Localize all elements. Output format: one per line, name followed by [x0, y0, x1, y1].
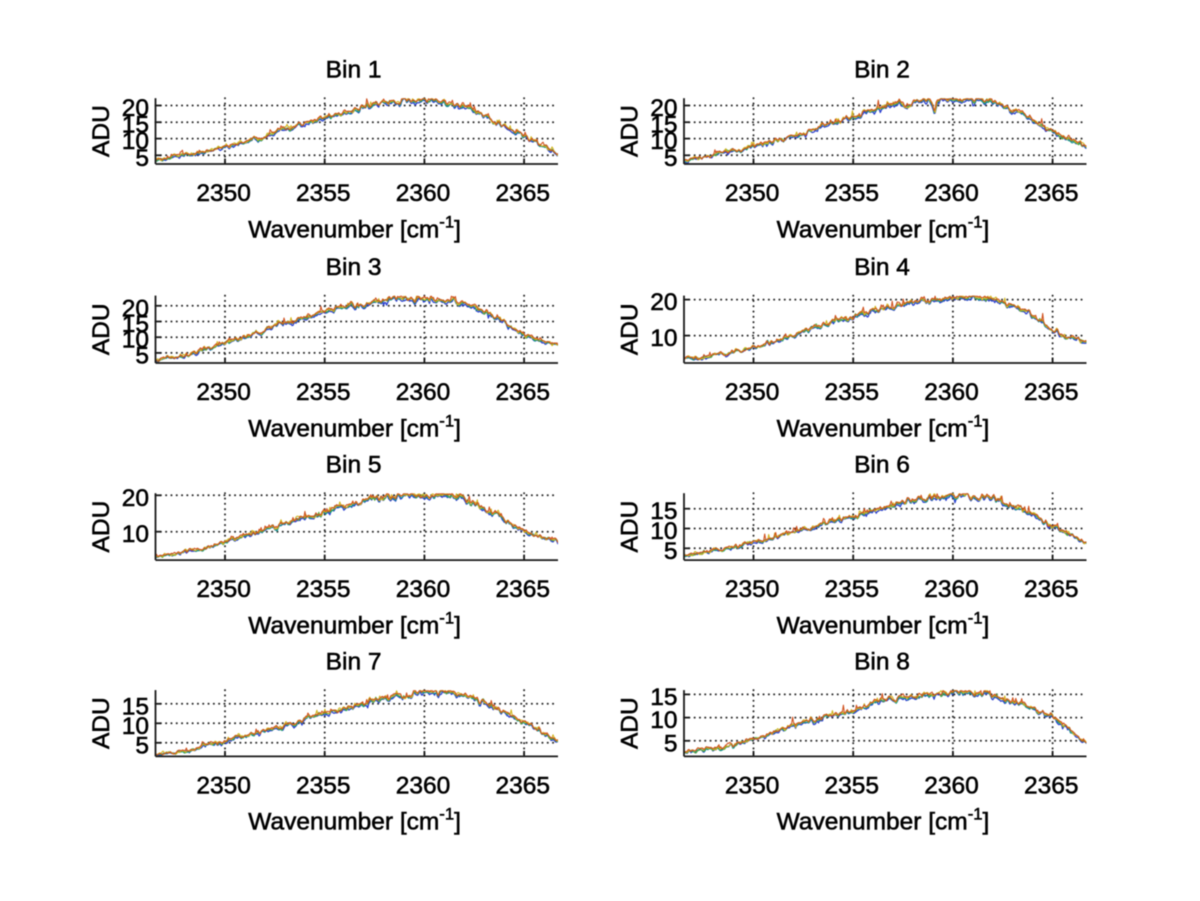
svg-text:15: 15: [650, 498, 677, 525]
svg-text:15: 15: [122, 311, 149, 338]
svg-text:10: 10: [650, 325, 677, 352]
svg-text:Wavenumber [cm-1]: Wavenumber [cm-1]: [777, 805, 990, 836]
svg-text:ADU: ADU: [88, 303, 115, 355]
svg-text:2360: 2360: [396, 772, 451, 799]
svg-text:2360: 2360: [396, 576, 451, 603]
svg-text:Wavenumber [cm-1]: Wavenumber [cm-1]: [248, 411, 461, 442]
svg-text:20: 20: [122, 485, 149, 512]
svg-text:2350: 2350: [725, 379, 780, 406]
svg-text:ADU: ADU: [617, 303, 644, 355]
svg-text:2365: 2365: [495, 772, 550, 799]
svg-text:Bin 5: Bin 5: [326, 452, 382, 479]
svg-text:10: 10: [650, 128, 677, 155]
svg-text:Bin 2: Bin 2: [854, 57, 910, 84]
svg-text:5: 5: [664, 145, 678, 172]
svg-text:Bin 6: Bin 6: [854, 452, 910, 479]
svg-text:20: 20: [650, 95, 677, 122]
svg-text:2365: 2365: [1024, 772, 1079, 799]
svg-text:2350: 2350: [725, 180, 780, 207]
svg-text:ADU: ADU: [88, 105, 115, 157]
svg-text:2350: 2350: [725, 576, 780, 603]
svg-text:2355: 2355: [296, 576, 351, 603]
svg-text:Wavenumber [cm-1]: Wavenumber [cm-1]: [248, 805, 461, 836]
svg-text:2355: 2355: [825, 379, 880, 406]
svg-text:2360: 2360: [396, 379, 451, 406]
svg-text:5: 5: [664, 538, 678, 565]
svg-text:10: 10: [650, 518, 677, 545]
svg-text:2360: 2360: [924, 772, 979, 799]
svg-text:Bin 3: Bin 3: [326, 254, 382, 281]
svg-text:2355: 2355: [296, 772, 351, 799]
svg-text:5: 5: [664, 730, 678, 757]
svg-text:15: 15: [122, 112, 149, 139]
svg-text:2360: 2360: [396, 180, 451, 207]
svg-text:ADU: ADU: [617, 105, 644, 157]
svg-text:2360: 2360: [924, 180, 979, 207]
svg-text:ADU: ADU: [617, 501, 644, 553]
svg-text:Wavenumber [cm-1]: Wavenumber [cm-1]: [248, 212, 461, 243]
svg-text:15: 15: [122, 693, 149, 720]
svg-text:2365: 2365: [1024, 379, 1079, 406]
svg-text:2365: 2365: [1024, 576, 1079, 603]
svg-text:5: 5: [135, 145, 149, 172]
svg-text:Wavenumber [cm-1]: Wavenumber [cm-1]: [777, 411, 990, 442]
svg-text:Bin 1: Bin 1: [326, 57, 382, 84]
svg-text:Wavenumber [cm-1]: Wavenumber [cm-1]: [777, 212, 990, 243]
svg-text:2365: 2365: [495, 576, 550, 603]
svg-text:Bin 8: Bin 8: [854, 649, 910, 676]
svg-text:Bin 4: Bin 4: [854, 254, 910, 281]
svg-text:2350: 2350: [196, 379, 251, 406]
svg-text:10: 10: [122, 521, 149, 548]
svg-text:Wavenumber [cm-1]: Wavenumber [cm-1]: [248, 608, 461, 639]
svg-text:5: 5: [135, 342, 149, 369]
svg-text:5: 5: [135, 732, 149, 759]
svg-text:2350: 2350: [196, 180, 251, 207]
svg-text:ADU: ADU: [617, 697, 644, 749]
svg-text:10: 10: [122, 327, 149, 354]
svg-text:10: 10: [122, 713, 149, 740]
svg-text:2350: 2350: [196, 576, 251, 603]
svg-text:Wavenumber [cm-1]: Wavenumber [cm-1]: [777, 608, 990, 639]
svg-text:2355: 2355: [825, 576, 880, 603]
svg-text:2350: 2350: [725, 772, 780, 799]
svg-text:15: 15: [650, 684, 677, 711]
svg-text:2355: 2355: [825, 180, 880, 207]
svg-text:Bin 7: Bin 7: [326, 649, 382, 676]
svg-text:2355: 2355: [825, 772, 880, 799]
svg-text:15: 15: [650, 112, 677, 139]
svg-text:2365: 2365: [1024, 180, 1079, 207]
svg-text:2355: 2355: [296, 379, 351, 406]
svg-text:2360: 2360: [924, 379, 979, 406]
svg-text:10: 10: [650, 707, 677, 734]
svg-text:2360: 2360: [924, 576, 979, 603]
svg-text:2350: 2350: [196, 772, 251, 799]
svg-text:2365: 2365: [495, 180, 550, 207]
svg-text:ADU: ADU: [88, 697, 115, 749]
svg-text:20: 20: [122, 95, 149, 122]
svg-text:2365: 2365: [495, 379, 550, 406]
svg-text:10: 10: [122, 128, 149, 155]
svg-text:20: 20: [650, 289, 677, 316]
svg-text:ADU: ADU: [88, 501, 115, 553]
svg-text:2355: 2355: [296, 180, 351, 207]
svg-text:20: 20: [122, 295, 149, 322]
